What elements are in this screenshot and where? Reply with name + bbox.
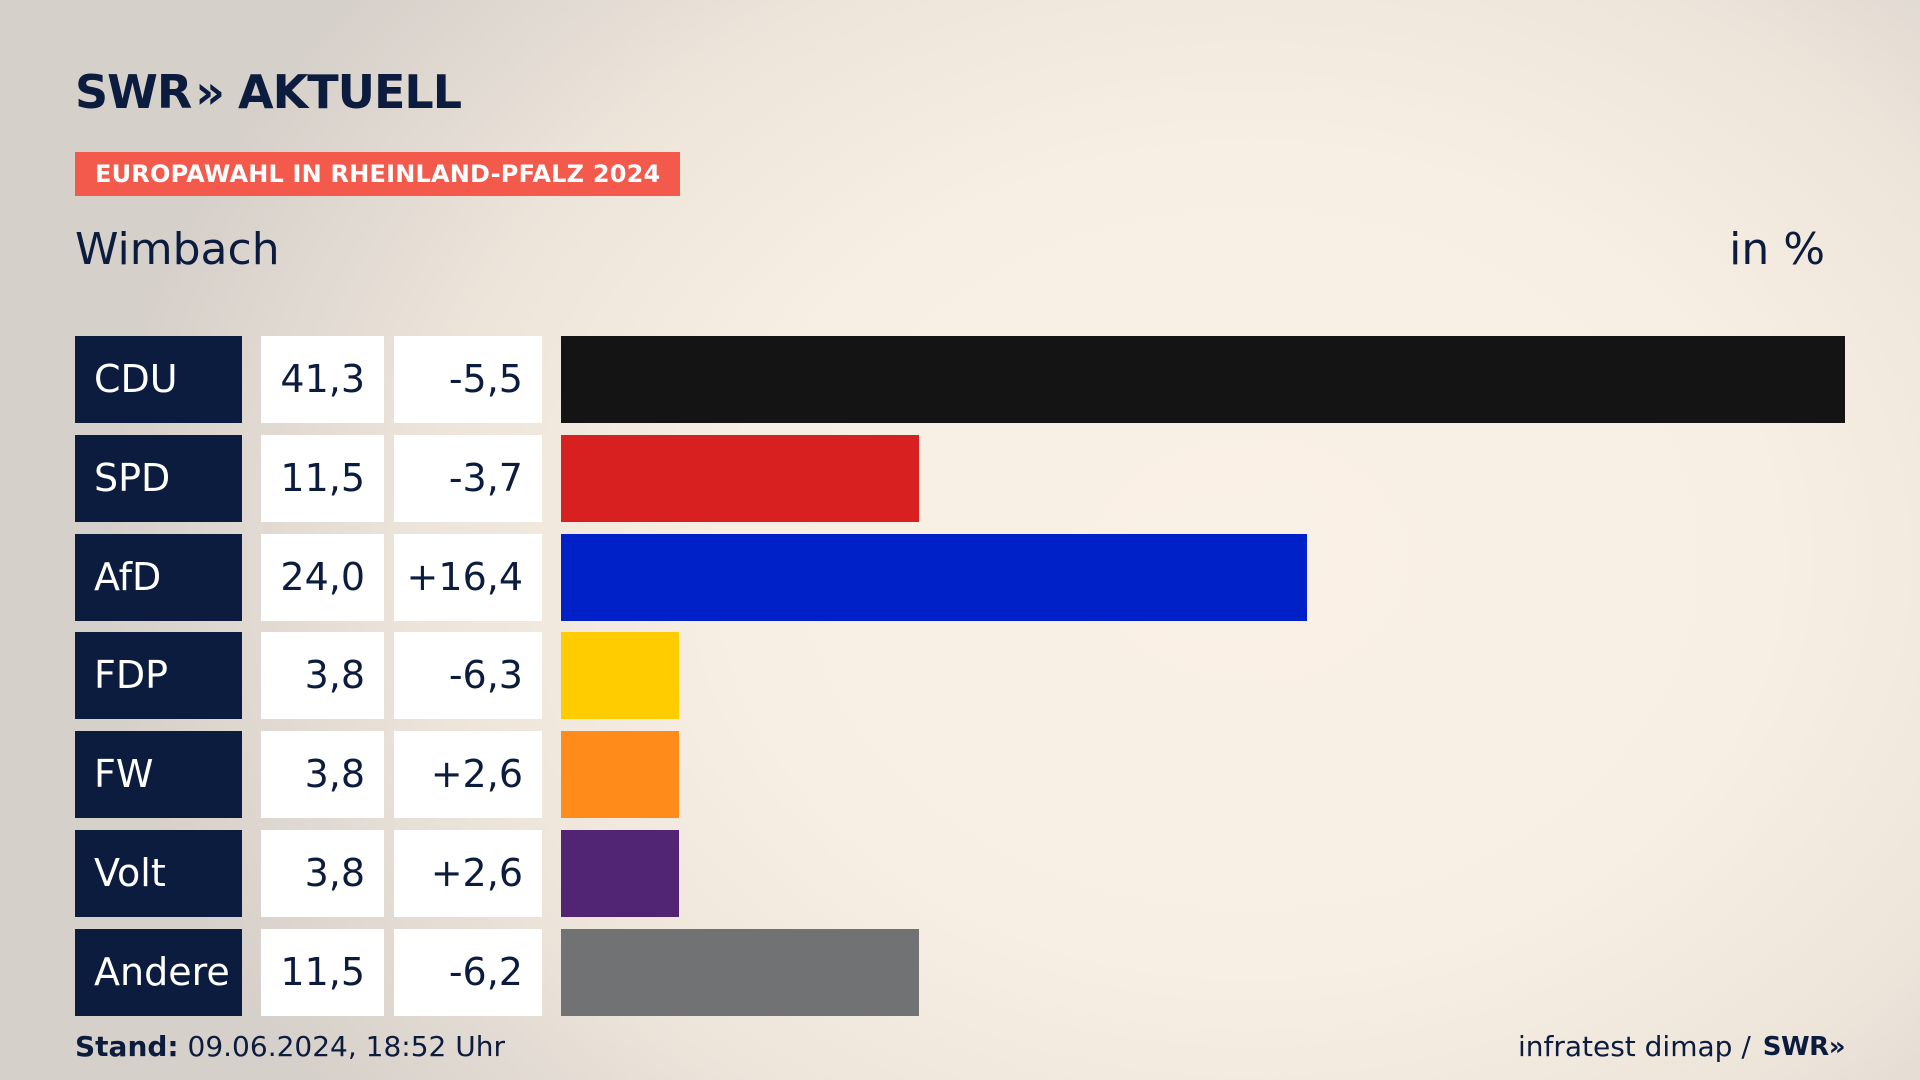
change-value: -3,7 xyxy=(394,434,542,522)
bar-volt xyxy=(561,830,679,917)
result-row-afd: AfD 24,0 +16,4 xyxy=(75,533,1845,621)
vote-share-value: 3,8 xyxy=(261,830,384,917)
vote-share-value: 11,5 xyxy=(261,434,384,522)
swr-mini-logo: SWR» xyxy=(1762,1030,1846,1064)
change-value: +16,4 xyxy=(394,533,542,621)
change-value: +2,6 xyxy=(394,830,542,917)
double-chevron-icon: » xyxy=(195,65,225,119)
vote-share-value: 3,8 xyxy=(261,731,384,819)
source-text: infratest dimap / xyxy=(1517,1030,1751,1063)
bar-afd xyxy=(561,533,1307,621)
region-title: Wimbach xyxy=(75,224,280,275)
bar-cdu xyxy=(561,336,1845,423)
swr-mini-text: SWR xyxy=(1762,1032,1829,1062)
party-label: SPD xyxy=(75,434,242,522)
logo-suffix: AKTUELL xyxy=(238,65,462,119)
timestamp: Stand: 09.06.2024, 18:52 Uhr xyxy=(75,1030,505,1064)
result-row-andere: Andere 11,5 -6,2 xyxy=(75,928,1845,1016)
logo-text: SWR xyxy=(75,65,192,119)
bar-fdp xyxy=(561,632,679,720)
party-label: CDU xyxy=(75,336,242,423)
mini-chevron-icon: » xyxy=(1828,1032,1846,1062)
party-label: FW xyxy=(75,731,242,819)
stand-label: Stand: xyxy=(75,1030,179,1063)
vote-share-value: 3,8 xyxy=(261,632,384,720)
vote-share-value: 24,0 xyxy=(261,533,384,621)
stand-value: 09.06.2024, 18:52 Uhr xyxy=(187,1030,505,1063)
party-label: FDP xyxy=(75,632,242,720)
change-value: +2,6 xyxy=(394,731,542,819)
change-value: -6,3 xyxy=(394,632,542,720)
result-row-volt: Volt 3,8 +2,6 xyxy=(75,830,1845,917)
result-row-fdp: FDP 3,8 -6,3 xyxy=(75,632,1845,720)
vote-share-value: 41,3 xyxy=(261,336,384,423)
party-label: Volt xyxy=(75,830,242,917)
bar-fw xyxy=(561,731,679,819)
result-row-fw: FW 3,8 +2,6 xyxy=(75,731,1845,819)
change-value: -6,2 xyxy=(394,928,542,1016)
party-label: AfD xyxy=(75,533,242,621)
unit-label: in % xyxy=(1729,224,1825,275)
bar-andere xyxy=(561,928,919,1016)
swr-aktuell-logo: SWR » AKTUELL xyxy=(75,65,462,119)
election-badge: EUROPAWAHL IN RHEINLAND-PFALZ 2024 xyxy=(75,152,681,196)
bar-spd xyxy=(561,434,919,522)
source-credit: infratest dimap / SWR» xyxy=(1517,1030,1846,1064)
change-value: -5,5 xyxy=(394,336,542,423)
result-row-spd: SPD 11,5 -3,7 xyxy=(75,434,1845,522)
vote-share-value: 11,5 xyxy=(261,928,384,1016)
party-label: Andere xyxy=(75,928,242,1016)
result-row-cdu: CDU 41,3 -5,5 xyxy=(75,336,1845,423)
